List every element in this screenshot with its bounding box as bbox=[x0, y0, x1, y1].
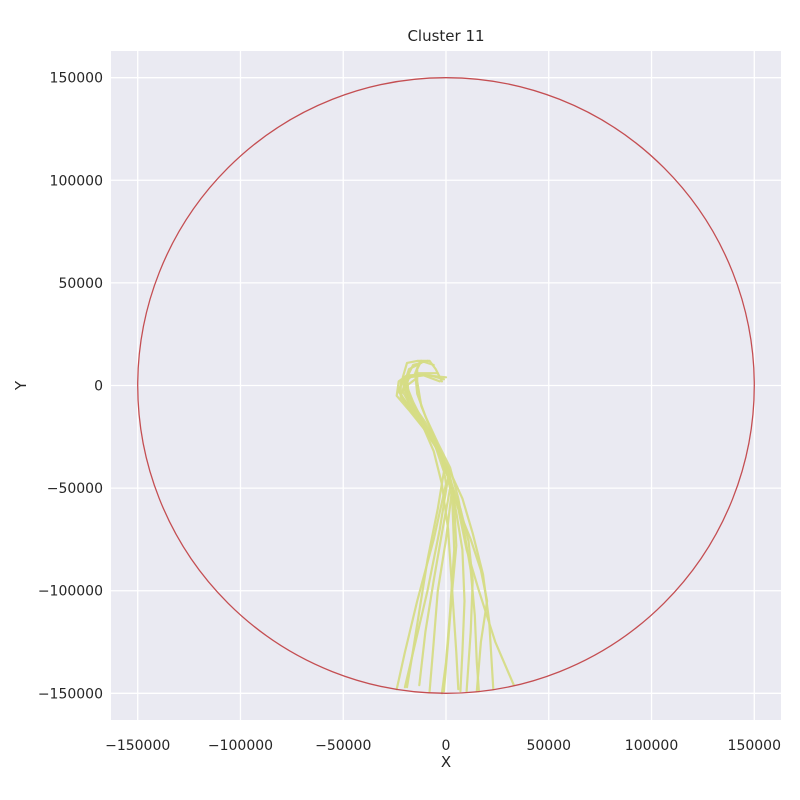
x-tick-label: 50000 bbox=[526, 738, 571, 754]
trajectory-line bbox=[399, 372, 452, 687]
y-tick-label: 0 bbox=[94, 379, 103, 395]
x-tick-label: 0 bbox=[442, 738, 451, 754]
x-tick-label: 150000 bbox=[728, 738, 781, 754]
y-axis-title: Y bbox=[12, 380, 30, 391]
x-tick-label: −150000 bbox=[105, 738, 170, 754]
y-tick-label: −50000 bbox=[47, 481, 103, 497]
y-tick-label: 100000 bbox=[50, 173, 103, 189]
x-tick-label: 100000 bbox=[625, 738, 678, 754]
y-tick-label: 50000 bbox=[58, 276, 103, 292]
y-tick-label: −100000 bbox=[38, 584, 103, 600]
x-tick-label: −100000 bbox=[208, 738, 273, 754]
y-tick-label: 150000 bbox=[50, 71, 103, 87]
boundary-circle bbox=[137, 77, 755, 694]
x-tick-label: −50000 bbox=[315, 738, 371, 754]
x-axis-title: X bbox=[441, 753, 451, 771]
boundary-circle-layer bbox=[137, 77, 755, 694]
trajectory-series bbox=[395, 359, 515, 695]
chart-title: Cluster 11 bbox=[407, 27, 484, 45]
tick-labels: −150000 −100000 −50000 0 50000 100000 150000 −1… bbox=[38, 71, 781, 754]
y-tick-label: −150000 bbox=[38, 686, 103, 702]
